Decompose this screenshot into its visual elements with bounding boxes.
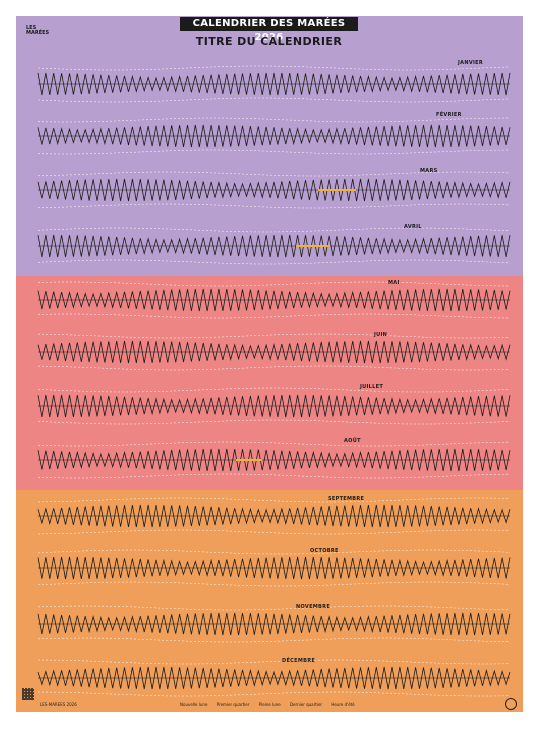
month-label-6: JUIN bbox=[374, 332, 388, 338]
time-guide bbox=[37, 659, 511, 665]
time-guide bbox=[37, 281, 511, 287]
tide-curve bbox=[37, 178, 511, 202]
month-label-11: NOVEMBRE bbox=[296, 604, 331, 610]
legend-new-moon: Nouvelle lune bbox=[180, 702, 208, 707]
time-guide bbox=[37, 313, 511, 319]
legend-full-moon: Pleine lune bbox=[258, 702, 281, 707]
tide-curve bbox=[37, 666, 511, 690]
logo-text: LES MARÉES bbox=[26, 25, 50, 36]
time-guide bbox=[37, 581, 511, 587]
month-label-2: FÉVRIER bbox=[436, 112, 462, 118]
time-guide bbox=[37, 605, 511, 611]
time-guide bbox=[37, 117, 511, 123]
time-guide bbox=[37, 549, 511, 555]
season-band-winter-spring bbox=[16, 16, 523, 276]
tide-curve bbox=[37, 394, 511, 418]
month-label-8: AOÛT bbox=[344, 438, 361, 444]
brand-logo: LES MARÉES bbox=[26, 25, 50, 46]
time-guide bbox=[37, 441, 511, 447]
season-band-autumn bbox=[16, 490, 523, 712]
time-guide bbox=[37, 65, 511, 71]
time-guide bbox=[37, 637, 511, 643]
tide-curve bbox=[37, 504, 511, 528]
footer-site: LES-MAREES 2026 bbox=[40, 702, 77, 707]
month-label-9: SEPTEMBRE bbox=[328, 496, 365, 502]
legend-last-quarter: Dernier quartier bbox=[289, 702, 323, 707]
tide-curve bbox=[37, 234, 511, 258]
time-guide bbox=[37, 259, 511, 265]
tide-curve bbox=[37, 72, 511, 96]
time-guide bbox=[37, 333, 511, 339]
moon-phase-legend: Nouvelle lune Premier quartier Pleine lu… bbox=[180, 702, 363, 707]
month-label-4: AVRIL bbox=[404, 224, 422, 230]
time-guide bbox=[37, 227, 511, 233]
time-guide bbox=[37, 387, 511, 393]
time-guide bbox=[37, 171, 511, 177]
time-guide bbox=[37, 529, 511, 535]
tide-curve bbox=[37, 124, 511, 148]
legend-first-quarter: Premier quartier bbox=[216, 702, 250, 707]
time-guide bbox=[37, 149, 511, 155]
time-guide bbox=[37, 497, 511, 503]
time-guide bbox=[37, 691, 511, 697]
poster-title: CALENDRIER DES MARÉES 2026 bbox=[180, 17, 358, 43]
tide-curve bbox=[37, 340, 511, 364]
calendar-subtitle: TITRE DU CALENDRIER bbox=[195, 35, 343, 48]
qr-code bbox=[22, 688, 34, 700]
time-guide bbox=[37, 203, 511, 209]
month-label-12: DÉCEMBRE bbox=[282, 658, 316, 664]
tide-curve bbox=[37, 448, 511, 472]
compass-icon bbox=[505, 698, 517, 710]
month-label-3: MARS bbox=[420, 168, 438, 174]
month-label-5: MAI bbox=[388, 280, 400, 286]
month-label-7: JUILLET bbox=[360, 384, 384, 390]
legend-summer-time: Heure d'été bbox=[331, 702, 355, 707]
time-guide bbox=[37, 97, 511, 103]
tide-curve bbox=[37, 612, 511, 636]
tide-curve bbox=[37, 288, 511, 312]
time-guide bbox=[37, 473, 511, 479]
time-guide bbox=[37, 419, 511, 425]
month-label-1: JANVIER bbox=[458, 60, 484, 66]
tide-curve bbox=[37, 556, 511, 580]
time-guide bbox=[37, 365, 511, 371]
month-label-10: OCTOBRE bbox=[310, 548, 339, 554]
